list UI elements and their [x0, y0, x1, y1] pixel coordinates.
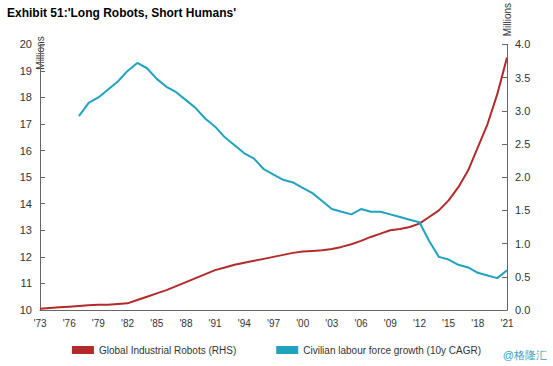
svg-text:'09: '09 — [384, 318, 397, 329]
svg-text:Civilian labour force growth (: Civilian labour force growth (10y CAGR) — [303, 345, 481, 356]
svg-text:1.0: 1.0 — [515, 238, 530, 250]
svg-text:16: 16 — [20, 145, 32, 157]
svg-text:19: 19 — [20, 65, 32, 77]
svg-text:'97: '97 — [267, 318, 280, 329]
svg-text:Millions: Millions — [34, 36, 46, 70]
svg-text:Exhibit 51:'Long Robots, Short: Exhibit 51:'Long Robots, Short Humans' — [7, 6, 236, 20]
svg-text:12: 12 — [20, 251, 32, 263]
svg-text:0.0: 0.0 — [515, 304, 530, 316]
svg-text:'12: '12 — [413, 318, 426, 329]
svg-text:4.0: 4.0 — [515, 38, 530, 50]
svg-text:'00: '00 — [296, 318, 309, 329]
svg-text:'79: '79 — [92, 318, 105, 329]
svg-text:13: 13 — [20, 224, 32, 236]
svg-text:@格隆汇: @格隆汇 — [503, 349, 547, 361]
svg-text:'94: '94 — [238, 318, 251, 329]
svg-text:18: 18 — [20, 91, 32, 103]
svg-text:'18: '18 — [471, 318, 484, 329]
svg-text:'88: '88 — [179, 318, 192, 329]
svg-text:'73: '73 — [33, 318, 46, 329]
svg-text:1.5: 1.5 — [515, 204, 530, 216]
svg-text:'85: '85 — [150, 318, 163, 329]
svg-text:17: 17 — [20, 118, 32, 130]
svg-text:14: 14 — [20, 198, 32, 210]
svg-text:3.0: 3.0 — [515, 105, 530, 117]
svg-text:'91: '91 — [209, 318, 222, 329]
svg-text:'21: '21 — [500, 318, 513, 329]
svg-text:20: 20 — [20, 38, 32, 50]
svg-text:11: 11 — [21, 277, 32, 289]
svg-text:Millions: Millions — [502, 3, 513, 36]
svg-text:'15: '15 — [442, 318, 455, 329]
svg-text:'06: '06 — [355, 318, 368, 329]
svg-text:Global Industrial Robots (RHS): Global Industrial Robots (RHS) — [99, 345, 236, 356]
svg-text:'76: '76 — [63, 318, 76, 329]
svg-text:0.5: 0.5 — [515, 271, 530, 283]
svg-text:15: 15 — [20, 171, 32, 183]
svg-text:'03: '03 — [325, 318, 338, 329]
svg-text:10: 10 — [20, 304, 32, 316]
svg-text:3.5: 3.5 — [515, 72, 530, 84]
svg-text:'82: '82 — [121, 318, 134, 329]
svg-text:2.5: 2.5 — [515, 138, 530, 150]
svg-text:2.0: 2.0 — [515, 171, 530, 183]
